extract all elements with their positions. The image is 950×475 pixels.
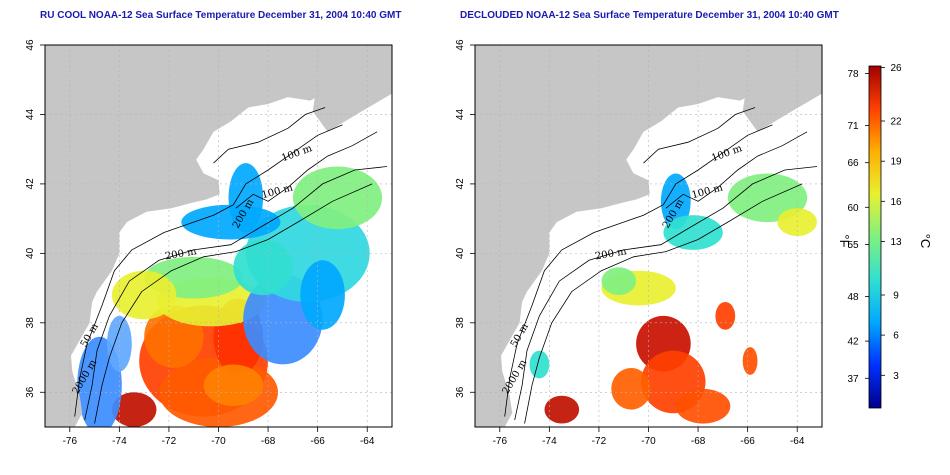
- right-depth-contour: [665, 131, 808, 209]
- colorbar-scale: [868, 65, 882, 409]
- colorbar-celsius-label: 26: [890, 63, 902, 74]
- left-depth-contour: [235, 131, 378, 209]
- left-lat-tick-label: 40: [25, 247, 36, 259]
- right-lat-tick-label: 40: [455, 247, 466, 259]
- left-lon-tick-label: -76: [63, 436, 78, 447]
- colorbar-celsius-label: 9: [893, 291, 899, 302]
- left-sst-patch: [233, 239, 293, 296]
- right-lat-tick-label: 44: [455, 109, 466, 121]
- colorbar-celsius-label: 3: [893, 371, 899, 382]
- colorbar-fahrenheit-label: 37: [847, 374, 859, 385]
- colorbar-fahrenheit-label: 78: [847, 69, 859, 80]
- colorbar-celsius-label: 6: [893, 331, 899, 342]
- colorbar-celsius-label: 16: [890, 197, 902, 208]
- right-lon-tick-label: -76: [493, 436, 508, 447]
- right-sst-patch: [601, 267, 637, 295]
- right-sst-patch: [660, 173, 691, 230]
- right-sst-patch: [715, 302, 736, 330]
- left-lon-tick-label: -74: [112, 436, 127, 447]
- left-sst-patch: [181, 204, 281, 240]
- left-lat-tick-label: 36: [25, 386, 36, 398]
- left-lat-tick-label: 44: [25, 109, 36, 121]
- colorbar-fahrenheit-label: 60: [847, 203, 859, 214]
- left-sst-patch: [203, 364, 264, 407]
- right-depth-contour: [524, 183, 803, 424]
- right-lon-tick-label: -66: [740, 436, 755, 447]
- right-sst-patch: [663, 215, 723, 250]
- left-sst-patch: [300, 260, 345, 330]
- left-map-title: RU COOL NOAA-12 Sea Surface Temperature …: [40, 10, 402, 21]
- colorbar-fahrenheit-label: 66: [847, 158, 859, 169]
- left-lat-tick-label: 38: [25, 317, 36, 329]
- right-sst-patch: [675, 388, 731, 424]
- left-sst-patch: [107, 315, 132, 372]
- right-depth-contour: [643, 107, 756, 164]
- temperature-colorbar: °F °C 78 71 66 60 55 48 42 37 26 22 19 16 13 9 6 3: [837, 63, 933, 409]
- left-depth-contour: [74, 124, 343, 417]
- colorbar-fahrenheit-label: 71: [847, 121, 859, 132]
- left-lat-tick-label: 42: [25, 178, 36, 190]
- right-sst-patch: [544, 395, 580, 424]
- right-contour-label: 200 m: [594, 246, 628, 262]
- right-cape-cod: [633, 173, 650, 200]
- left-lat-tick-label: 46: [25, 39, 36, 51]
- colorbar-fahrenheit-label: 55: [847, 240, 859, 251]
- right-lon-tick-label: -68: [691, 436, 706, 447]
- right-lon-tick-label: -74: [542, 436, 557, 447]
- colorbar-celsius-label: 13: [890, 237, 902, 248]
- right-lat-tick-label: 38: [455, 317, 466, 329]
- left-lon-tick-label: -64: [360, 436, 375, 447]
- right-sst-patch: [529, 350, 550, 379]
- left-land-mass: [45, 45, 392, 427]
- right-depth-contour: [504, 124, 773, 417]
- left-sst-patch: [111, 392, 157, 427]
- right-lat-tick-label: 42: [455, 178, 466, 190]
- right-map-title: DECLOUDED NOAA-12 Sea Surface Temperatur…: [460, 10, 839, 21]
- right-lon-tick-label: -72: [592, 436, 607, 447]
- right-lon-tick-label: -64: [790, 436, 805, 447]
- colorbar-fahrenheit-label: 48: [847, 292, 859, 303]
- left-depth-contour: [94, 183, 373, 424]
- left-depth-contour: [84, 166, 388, 421]
- left-lon-tick-label: -66: [310, 436, 325, 447]
- left-lon-tick-label: -68: [261, 436, 276, 447]
- right-lat-tick-label: 36: [455, 386, 466, 398]
- right-lon-tick-label: -70: [641, 436, 656, 447]
- right-sst-patch: [742, 347, 758, 375]
- fahrenheit-unit-label: °F: [837, 234, 852, 247]
- left-cape-cod: [203, 173, 220, 200]
- left-depth-contour: [213, 107, 326, 164]
- right-depth-contour: [514, 166, 818, 421]
- right-sst-patch: [777, 208, 817, 237]
- right-lat-tick-label: 46: [455, 39, 466, 51]
- left-sst-patch: [292, 166, 383, 230]
- right-nova-scotia: [742, 45, 822, 132]
- left-lon-tick-label: -72: [162, 436, 177, 447]
- left-nova-scotia: [312, 45, 392, 132]
- celsius-unit-label: °C: [918, 234, 933, 249]
- colorbar-celsius-label: 19: [890, 157, 902, 168]
- colorbar-fahrenheit-label: 42: [847, 337, 859, 348]
- left-lon-tick-label: -70: [211, 436, 226, 447]
- right-sst-patch: [611, 368, 651, 410]
- colorbar-celsius-label: 22: [890, 117, 902, 128]
- right-land-mass: [475, 45, 822, 427]
- left-contour-label: 200 m: [164, 246, 198, 262]
